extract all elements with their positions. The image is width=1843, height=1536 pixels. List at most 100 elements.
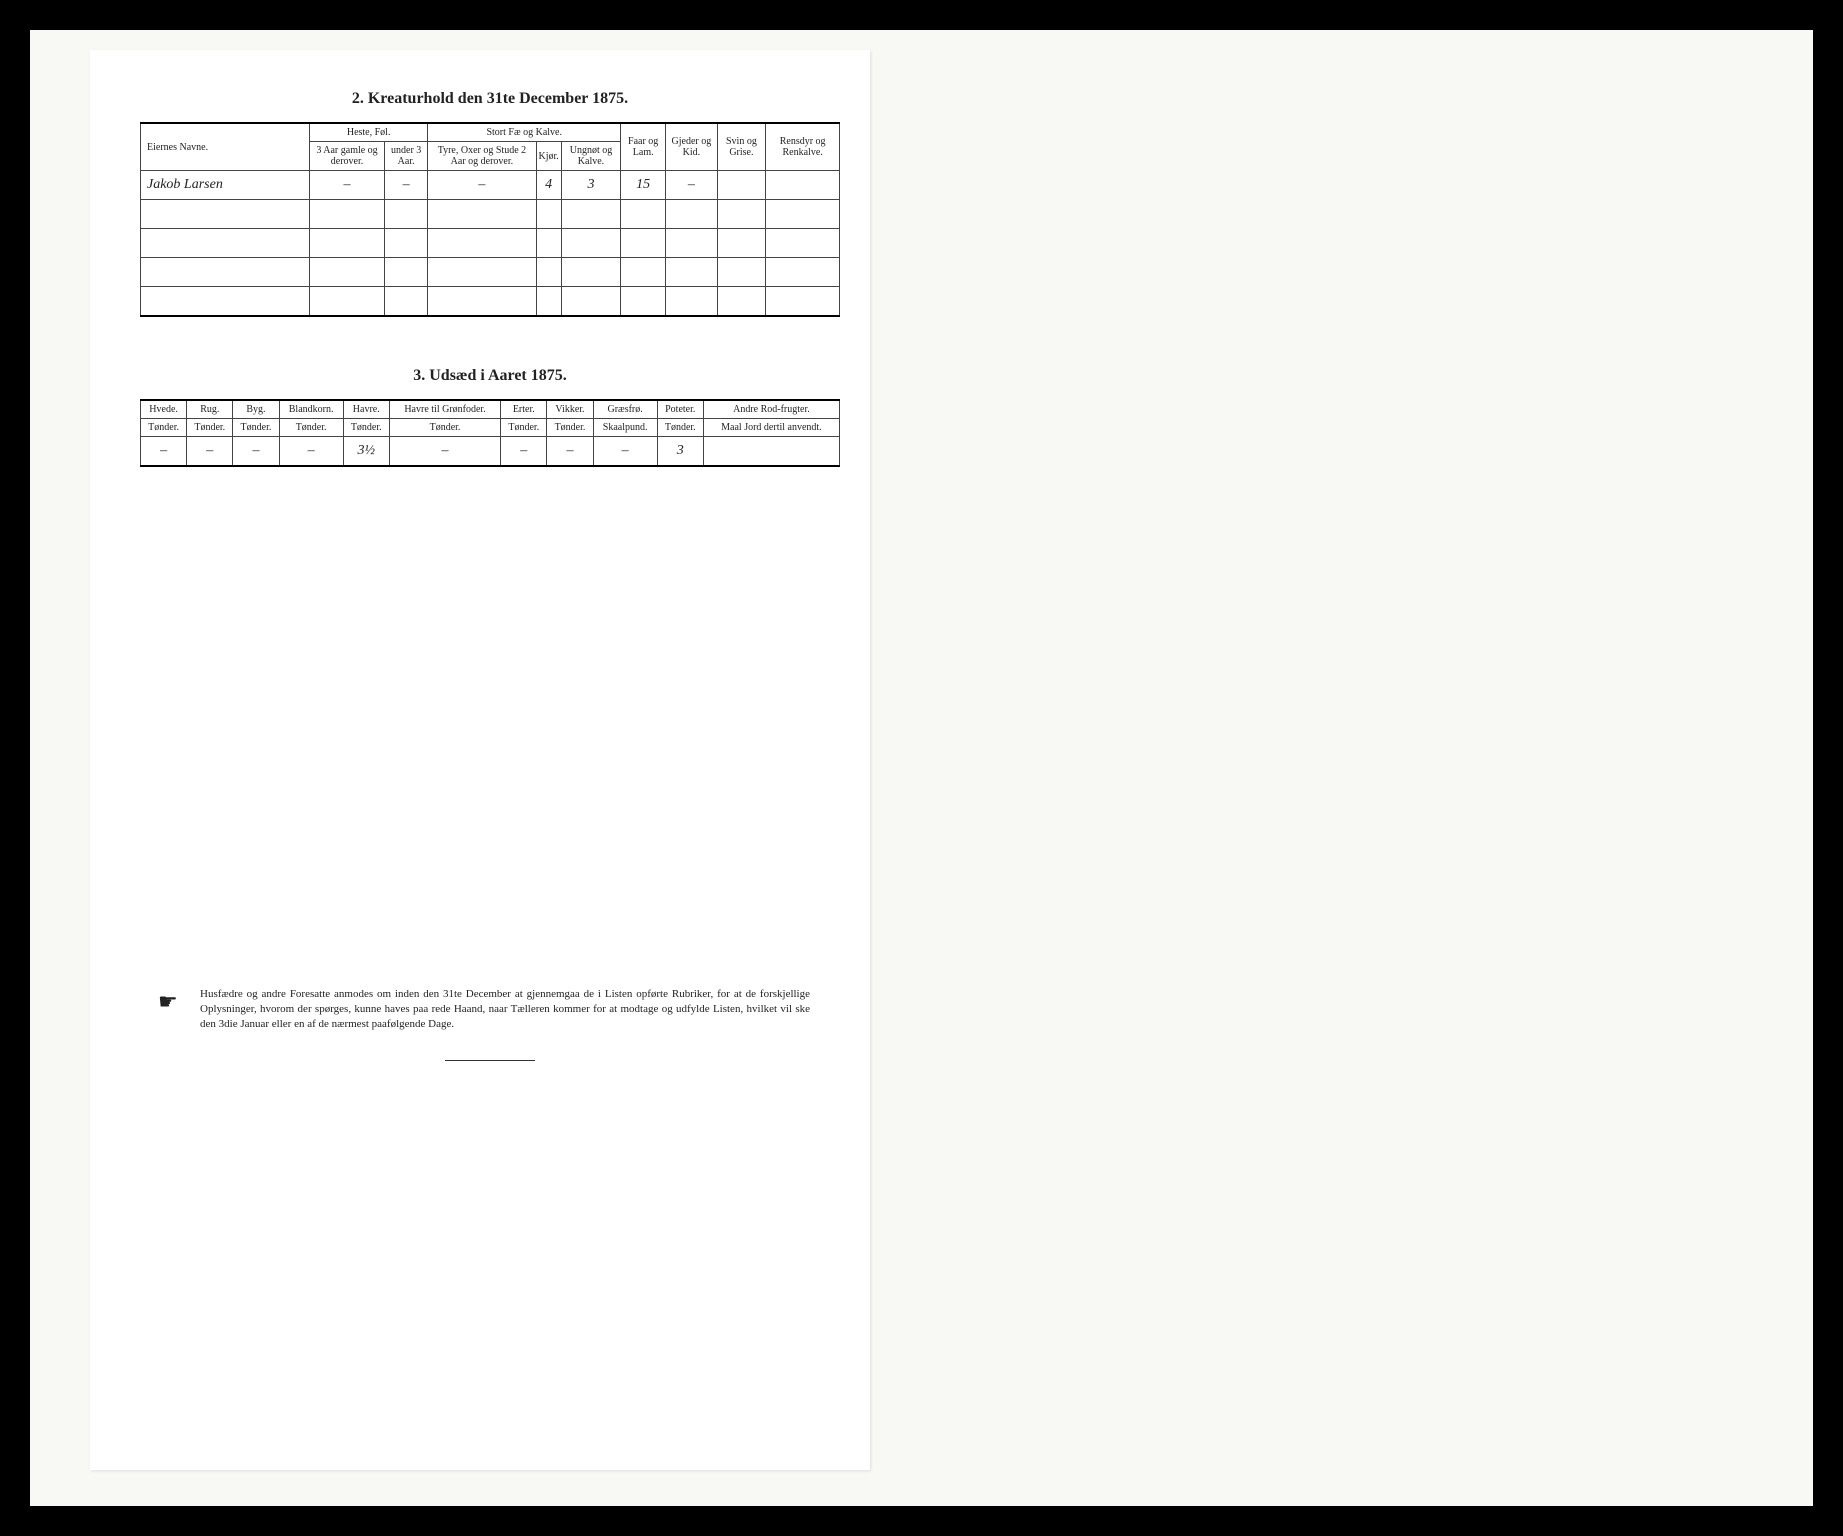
col-heste-b: under 3 Aar.: [385, 142, 428, 171]
cell: –: [428, 171, 536, 200]
census-form-page: 2. Kreaturhold den 31te December 1875. E…: [90, 50, 870, 1470]
cell: [621, 229, 666, 258]
table-row: [141, 229, 840, 258]
col-unit: Tønder.: [657, 419, 703, 437]
col-header: Hvede.: [141, 400, 187, 419]
cell: [766, 200, 840, 229]
table-row: [141, 200, 840, 229]
cell: [428, 229, 536, 258]
cell: [666, 229, 717, 258]
cell: [666, 258, 717, 287]
col-header: Vikker.: [547, 400, 593, 419]
cell: [385, 258, 428, 287]
col-header: Byg.: [233, 400, 279, 419]
col-unit: Maal Jord dertil anvendt.: [703, 419, 839, 437]
seed-table: Hvede.Rug.Byg.Blandkorn.Havre.Havre til …: [140, 399, 840, 467]
cell: [141, 229, 310, 258]
cell: [428, 258, 536, 287]
cell: [621, 287, 666, 317]
cell: [310, 200, 385, 229]
cell: 3: [657, 437, 703, 467]
col-stort-a: Tyre, Oxer og Stude 2 Aar og derover.: [428, 142, 536, 171]
cell: 15: [621, 171, 666, 200]
col-unit: Tønder.: [501, 419, 547, 437]
cell: –: [666, 171, 717, 200]
cell: [561, 200, 620, 229]
col-stort-b: Kjør.: [536, 142, 561, 171]
cell: –: [310, 171, 385, 200]
col-unit: Tønder.: [547, 419, 593, 437]
col-header: Havre til Grønfoder.: [389, 400, 500, 419]
cell: –: [233, 437, 279, 467]
cell: –: [141, 437, 187, 467]
col-header: Blandkorn.: [279, 400, 343, 419]
cell: –: [501, 437, 547, 467]
livestock-table: Eiernes Navne. Heste, Føl. Stort Fæ og K…: [140, 122, 840, 317]
col-unit: Skaalpund.: [593, 419, 657, 437]
col-unit: Tønder.: [141, 419, 187, 437]
col-stort-c: Ungnøt og Kalve.: [561, 142, 620, 171]
cell: [717, 171, 766, 200]
col-header: Havre.: [343, 400, 389, 419]
col-rensdyr: Rensdyr og Renkalve.: [766, 123, 840, 171]
footer-rule: [445, 1060, 535, 1061]
pointing-hand-icon: ☛: [158, 987, 178, 1017]
col-header: Græsfrø.: [593, 400, 657, 419]
cell: [141, 258, 310, 287]
cell: –: [385, 171, 428, 200]
cell: [766, 287, 840, 317]
cell: [141, 200, 310, 229]
cell: –: [593, 437, 657, 467]
cell: [621, 258, 666, 287]
footer-text: Husfædre og andre Foresatte anmodes om i…: [200, 988, 810, 1030]
cell: [536, 229, 561, 258]
col-unit: Tønder.: [389, 419, 500, 437]
section3-title: 3. Udsæd i Aaret 1875.: [140, 367, 840, 385]
cell: [666, 200, 717, 229]
footer-instruction: ☛ Husfædre og andre Foresatte anmodes om…: [140, 987, 840, 1032]
cell: [310, 287, 385, 317]
cell: [766, 171, 840, 200]
cell: –: [279, 437, 343, 467]
cell: [428, 287, 536, 317]
col-header: Poteter.: [657, 400, 703, 419]
cell: [310, 258, 385, 287]
col-heste-group: Heste, Føl.: [310, 123, 428, 142]
col-header: Erter.: [501, 400, 547, 419]
cell: [385, 229, 428, 258]
cell: 3½: [343, 437, 389, 467]
cell: [141, 287, 310, 317]
col-heste-a: 3 Aar gamle og derover.: [310, 142, 385, 171]
cell: –: [547, 437, 593, 467]
section2-title: 2. Kreaturhold den 31te December 1875.: [140, 90, 840, 108]
cell: [717, 287, 766, 317]
col-svin: Svin og Grise.: [717, 123, 766, 171]
col-unit: Tønder.: [279, 419, 343, 437]
cell: [561, 229, 620, 258]
col-header: Rug.: [187, 400, 233, 419]
cell: [536, 258, 561, 287]
cell: [536, 287, 561, 317]
cell: [385, 287, 428, 317]
cell: [621, 200, 666, 229]
table-row: [141, 287, 840, 317]
cell: Jakob Larsen: [141, 171, 310, 200]
col-name: Eiernes Navne.: [141, 123, 310, 171]
cell: [703, 437, 839, 467]
cell: 4: [536, 171, 561, 200]
cell: [310, 229, 385, 258]
cell: [385, 200, 428, 229]
cell: 3: [561, 171, 620, 200]
cell: [766, 229, 840, 258]
table-row: Jakob Larsen–––4315–: [141, 171, 840, 200]
cell: [428, 200, 536, 229]
cell: –: [187, 437, 233, 467]
col-faar: Faar og Lam.: [621, 123, 666, 171]
cell: [536, 200, 561, 229]
col-gjeder: Gjeder og Kid.: [666, 123, 717, 171]
col-unit: Tønder.: [233, 419, 279, 437]
col-unit: Tønder.: [187, 419, 233, 437]
cell: –: [389, 437, 500, 467]
cell: [561, 258, 620, 287]
table-row: [141, 258, 840, 287]
